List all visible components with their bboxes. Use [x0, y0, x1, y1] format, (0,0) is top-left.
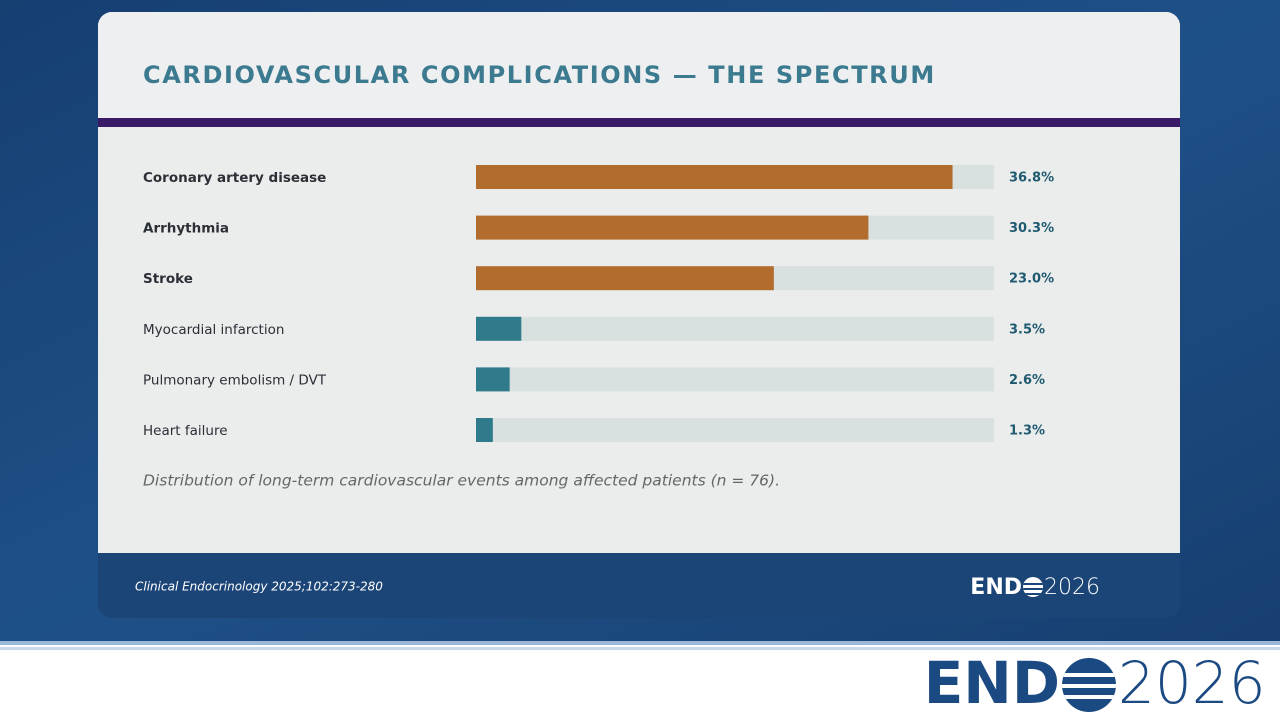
category-label: Coronary artery disease: [143, 170, 326, 186]
brand-year: 2026: [1118, 649, 1266, 717]
bar-track: [476, 367, 994, 392]
bar: [476, 266, 774, 291]
bar-track: [476, 418, 994, 442]
value-label: 3.5%: [1009, 322, 1045, 337]
header-stripe: [98, 118, 1180, 127]
value-label: 2.6%: [1009, 373, 1045, 388]
brand-year: 2026: [1044, 575, 1100, 600]
footer-logo: END 2026: [970, 575, 1100, 600]
value-label: 30.3%: [1009, 221, 1054, 236]
category-label: Myocardial infarction: [143, 322, 284, 338]
bottom-rule: [0, 641, 1280, 645]
main-logo: END 2026: [924, 649, 1266, 717]
card-header: [98, 12, 1180, 118]
brand-prefix: END: [970, 575, 1022, 600]
bar-track: [476, 316, 994, 341]
bottom-rule: [0, 647, 1280, 650]
bar: [476, 165, 953, 189]
caption: Distribution of long-term cardiovascular…: [143, 472, 780, 490]
bar: [476, 367, 510, 392]
category-label: Pulmonary embolism / DVT: [143, 372, 327, 388]
bar: [476, 418, 493, 442]
value-label: 36.8%: [1009, 171, 1054, 186]
brand-prefix: END: [924, 649, 1060, 717]
value-label: 1.3%: [1009, 424, 1045, 439]
category-label: Stroke: [143, 271, 193, 287]
citation: Clinical Endocrinology 2025;102:273-280: [135, 580, 383, 594]
category-label: Arrhythmia: [143, 221, 229, 237]
value-label: 23.0%: [1009, 272, 1054, 287]
bar: [476, 215, 869, 240]
bar: [476, 316, 522, 341]
globe: [1062, 658, 1116, 712]
category-label: Heart failure: [143, 423, 228, 439]
slide-title: CARDIOVASCULAR COMPLICATIONS — THE SPECT…: [143, 61, 936, 89]
globe: [1023, 577, 1043, 597]
